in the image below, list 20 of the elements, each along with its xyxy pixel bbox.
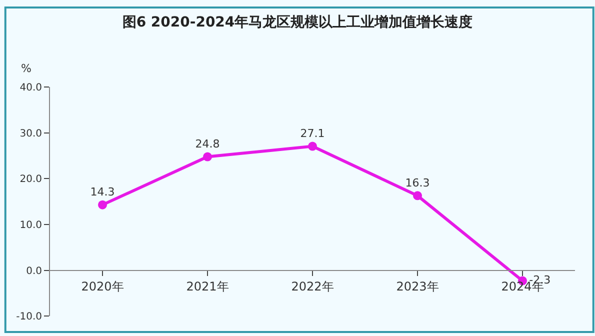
data-label: 24.8 bbox=[195, 137, 220, 150]
y-tick-label: 20.0 bbox=[20, 174, 42, 186]
chart-title: 图6 2020-2024年马龙区规模以上工业增加值增长速度 bbox=[122, 14, 473, 31]
point bbox=[308, 142, 317, 151]
x-tick-label: 2020年 bbox=[81, 280, 124, 294]
y-tick-label: 30.0 bbox=[20, 128, 42, 140]
data-label: 16.3 bbox=[405, 176, 430, 190]
data-label: 27.1 bbox=[300, 126, 325, 140]
y-tick-label: 40.0 bbox=[20, 82, 42, 94]
y-tick-label: 0.0 bbox=[26, 266, 42, 277]
y-axis-title: % bbox=[21, 62, 32, 75]
x-tick-label: 2023年 bbox=[396, 280, 439, 294]
x-tick-label: 2022年 bbox=[291, 280, 334, 294]
y-tick-label: -10.0 bbox=[16, 312, 42, 322]
data-label: 14.3 bbox=[90, 185, 115, 198]
x-tick-label: 2021年 bbox=[186, 280, 229, 294]
point bbox=[413, 191, 422, 200]
point bbox=[98, 200, 107, 210]
point bbox=[203, 152, 212, 162]
y-tick-label: 10.0 bbox=[20, 220, 42, 231]
